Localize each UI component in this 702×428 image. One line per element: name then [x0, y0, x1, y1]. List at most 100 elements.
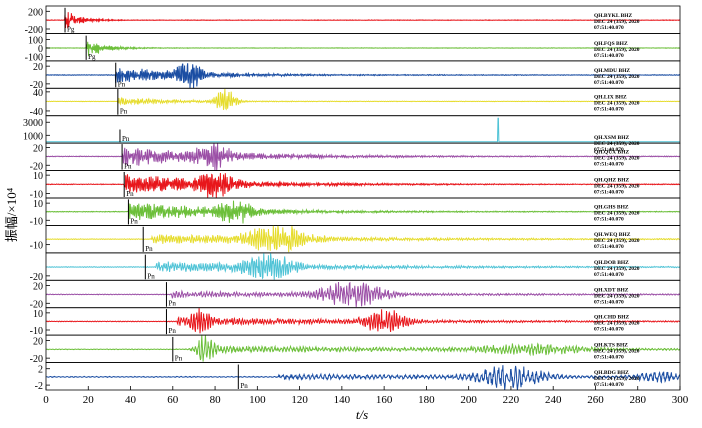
y-tick-label: -40	[30, 107, 43, 118]
x-tick-label: 80	[210, 394, 222, 406]
station-date: DEC 24 (359), 2020	[594, 46, 640, 53]
station-name: QH.FQS BHZ	[594, 41, 628, 47]
x-tick-label: 180	[418, 394, 435, 406]
x-tick-label: 200	[460, 394, 477, 406]
panel-frame	[45, 362, 681, 391]
y-axis-label: 振幅/×10⁴	[4, 187, 19, 242]
station-name: QH.QUX BHZ	[594, 149, 629, 155]
y-tick-label: 0	[38, 44, 43, 55]
station-name: QH.GHS BHZ	[594, 205, 629, 211]
y-tick-label: 20	[33, 144, 43, 155]
y-tick-label: 10	[33, 199, 43, 210]
waveform-line	[45, 252, 681, 280]
station-date: DEC 24 (359), 2020	[594, 154, 640, 161]
phase-label: Pn	[130, 217, 138, 225]
station-name: QH.XDT BHZ	[594, 287, 629, 293]
waveform-line	[45, 41, 681, 57]
station-time: 07:51:40.070	[594, 272, 624, 278]
station-date: DEC 24 (359), 2020	[594, 319, 640, 326]
y-tick-label: 200	[28, 7, 43, 18]
x-tick-label: 160	[376, 394, 393, 406]
station-time: 07:51:40.070	[594, 326, 624, 332]
x-axis-label: t/s	[356, 407, 368, 422]
x-tick-label: 300	[672, 394, 689, 406]
station-date: DEC 24 (359), 2020	[594, 265, 640, 272]
y-tick-label: 40	[33, 88, 43, 99]
phase-label: Pn	[145, 245, 153, 253]
waveform-line	[45, 63, 681, 89]
x-axis: 0 20 40 60 80 100 120 140 160 180 200 220 240 260 280 3…	[43, 386, 689, 406]
waveform-line	[45, 88, 681, 111]
y-tick-label: -20	[30, 272, 43, 283]
y-tick-label: -2	[35, 381, 43, 392]
y-tick-label: 2	[38, 365, 43, 376]
station-date: DEC 24 (359), 2020	[594, 18, 640, 25]
station-date: DEC 24 (359), 2020	[594, 292, 640, 299]
x-tick-label: 40	[125, 394, 137, 406]
x-tick-label: 0	[43, 394, 49, 406]
station-date: DEC 24 (359), 2020	[594, 182, 640, 189]
station-name: QH.BYKL BHZ	[594, 13, 633, 19]
x-tick-label: 240	[545, 394, 562, 406]
phase-label: Pn	[168, 327, 176, 335]
y-tick-label: 100	[28, 35, 43, 46]
station-time: 07:51:40.070	[594, 25, 624, 31]
station-time: 07:51:40.070	[594, 299, 624, 305]
y-tick-label: 20	[33, 336, 43, 347]
station-name: QH.KTS BHZ	[594, 342, 628, 348]
station-time: 07:51:40.070	[594, 147, 624, 153]
y-tick-label: -20	[30, 299, 43, 310]
x-tick-label: 280	[629, 394, 646, 406]
y-tick-label: -10	[30, 326, 43, 337]
y-tick-label: 20	[33, 282, 43, 293]
x-tick-label: 260	[587, 394, 604, 406]
waveform-line	[45, 172, 681, 199]
station-time: 07:51:40.070	[594, 106, 624, 112]
y-tick-label: 1000	[23, 131, 43, 142]
station-name: QH.QHZ BHZ	[594, 177, 629, 183]
y-tick-label: -100	[25, 53, 43, 64]
station-time: 07:51:40.070	[594, 80, 624, 86]
x-tick-label: 60	[167, 394, 179, 406]
waveform-line	[46, 143, 681, 171]
station-date: DEC 24 (359), 2020	[594, 375, 640, 382]
phase-label: Pn	[175, 355, 183, 363]
station-time: 07:51:40.070	[594, 244, 624, 250]
y-tick-label: -10	[30, 189, 43, 200]
station-time: 07:51:40.070	[594, 161, 624, 167]
y-tick-label: -10	[30, 241, 43, 252]
phase-label: Pg	[88, 53, 96, 61]
phase-label: Pn	[120, 108, 128, 116]
y-tick-label: -20	[30, 161, 43, 172]
waveform-line	[46, 117, 680, 143]
y-tick-label: 10	[33, 309, 43, 320]
phase-label: Pn	[124, 163, 132, 171]
y-tick-label: -20	[30, 80, 43, 91]
waveform-line	[46, 335, 680, 362]
y-tick-label: -200	[25, 25, 43, 36]
phase-label: Pn	[147, 272, 155, 280]
phase-label: Pn	[168, 300, 176, 308]
phase-label: Pg	[67, 25, 75, 33]
phase-label: Pn	[240, 382, 248, 390]
x-tick-label: 140	[334, 394, 351, 406]
station-date: DEC 24 (359), 2020	[594, 73, 640, 80]
station-name: QH.MDU BHZ	[594, 68, 630, 74]
station-name: QH.LIX BHZ	[594, 94, 627, 100]
phase-label: Pn	[126, 190, 134, 198]
station-time: 07:51:40.070	[594, 354, 624, 360]
phase-label: Pn	[118, 80, 126, 88]
